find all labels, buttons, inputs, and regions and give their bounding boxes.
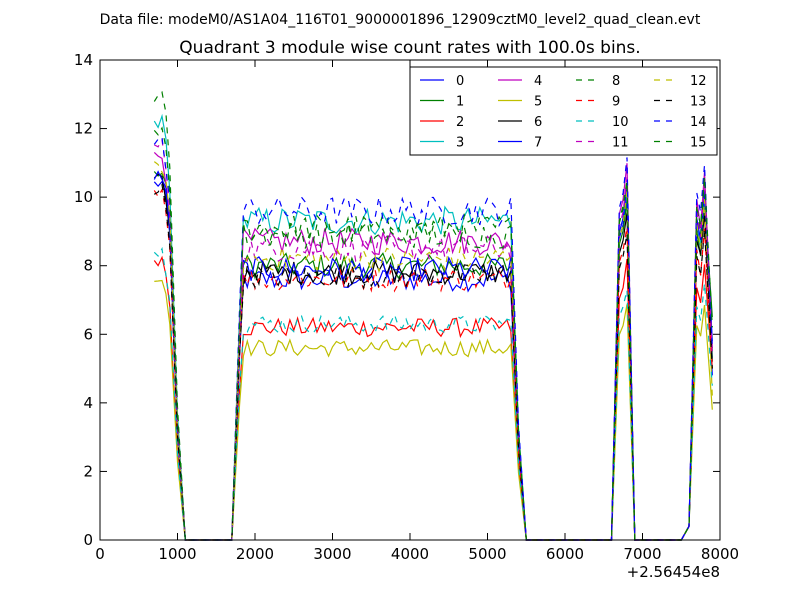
series-line-7 [153,170,713,541]
legend-label-15: 15 [690,136,707,151]
legend-label-10: 10 [612,115,629,130]
x-tick-label: 6000 [546,545,584,563]
series-line-12 [153,161,713,541]
series-line-2 [153,255,713,541]
legend-label-5: 5 [534,95,542,110]
y-tick-label: 12 [74,120,93,138]
series-line-8 [153,90,713,541]
legend-label-13: 13 [690,95,707,110]
series-line-1 [153,171,713,541]
legend-label-7: 7 [534,136,542,151]
legend-label-1: 1 [456,95,464,110]
y-tick-label: 14 [74,51,93,69]
x-tick-label: 5000 [468,545,506,563]
series-line-13 [153,182,713,541]
y-tick-label: 0 [83,531,93,549]
legend-label-11: 11 [612,136,629,151]
y-tick-label: 6 [83,325,93,343]
series-line-9 [153,187,713,541]
legend-label-2: 2 [456,115,464,130]
legend-label-12: 12 [690,74,707,89]
y-tick-label: 4 [83,394,93,412]
chart-title: Quadrant 3 module wise count rates with … [179,38,640,58]
series-line-15 [153,126,713,541]
y-tick-label: 10 [74,188,93,206]
legend-label-6: 6 [534,115,542,130]
legend-label-0: 0 [456,74,464,89]
x-tick-label: 4000 [391,545,429,563]
y-tick-label: 8 [83,257,93,275]
x-tick-label: 0 [95,545,105,563]
x-tick-label: 7000 [623,545,661,563]
x-tick-label: 3000 [313,545,351,563]
legend-label-4: 4 [534,74,542,89]
legend-box [409,66,718,156]
legend-label-8: 8 [612,74,620,89]
figure-suptitle: Data file: modeM0/AS1A04_116T01_90000018… [100,12,701,28]
series-layer [153,90,713,541]
tick-layer: 0 1000 2000 3000 4000 5000 6000 7000 80000246810… [74,51,739,563]
series-line-5 [154,279,713,541]
legend-label-14: 14 [690,115,707,130]
x-offset-label: +2.56454e8 [627,563,720,581]
x-tick-label: 1000 [158,545,196,563]
x-tick-label: 8000 [701,545,739,563]
legend-label-3: 3 [456,136,464,151]
legend-label-9: 9 [612,95,620,110]
y-tick-label: 2 [83,462,93,480]
series-line-3 [153,113,713,541]
x-tick-label: 2000 [236,545,274,563]
